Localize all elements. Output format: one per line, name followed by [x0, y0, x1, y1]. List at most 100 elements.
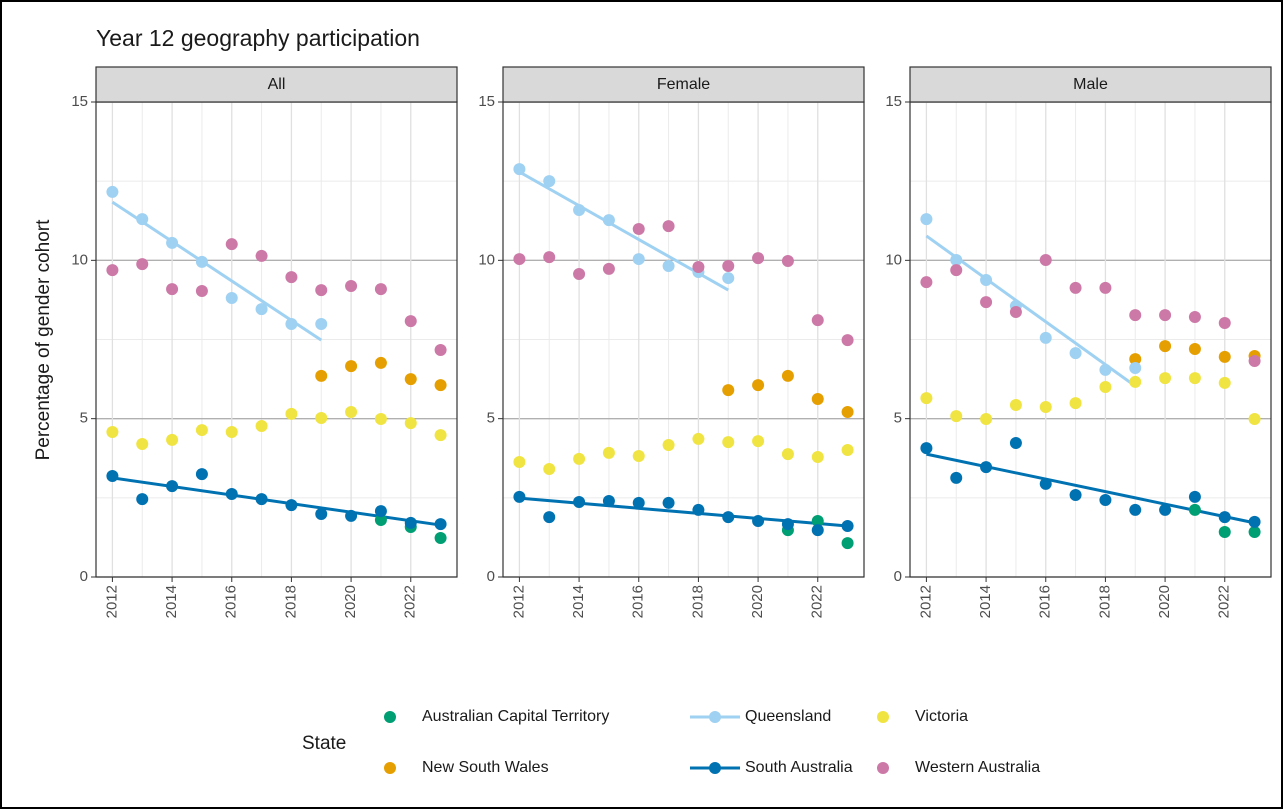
point [404, 315, 417, 328]
legend-title: State [302, 733, 346, 754]
point [841, 520, 854, 533]
point [662, 496, 675, 509]
point [1099, 494, 1112, 507]
point [1248, 515, 1261, 528]
point [811, 514, 824, 527]
point [1218, 350, 1231, 363]
strip [95, 66, 458, 103]
legend-label: Victoria [915, 708, 968, 725]
point [106, 469, 119, 482]
y-tick-label: 0 [80, 568, 88, 585]
legend-label: Australian Capital Territory [422, 708, 609, 725]
point [1129, 362, 1142, 374]
x-tick-label: 2020 [749, 585, 766, 618]
point [434, 518, 447, 531]
point [950, 264, 963, 277]
point [722, 436, 735, 449]
point [1159, 503, 1172, 516]
strip-label: Female [657, 76, 710, 93]
y-tick-label: 5 [80, 410, 88, 427]
point [404, 417, 417, 430]
point [543, 175, 556, 188]
point [980, 296, 993, 309]
point [374, 412, 387, 425]
point [543, 251, 556, 264]
point [1218, 511, 1231, 524]
point [722, 511, 735, 524]
point [811, 393, 824, 406]
y-tick-label: 0 [894, 568, 902, 585]
point [106, 264, 119, 277]
point [1069, 488, 1082, 501]
point [315, 369, 328, 382]
point [692, 260, 705, 273]
point [136, 258, 149, 271]
legend-label: South Australia [745, 759, 853, 776]
point [1129, 375, 1142, 388]
x-tick-label: 2020 [1156, 585, 1173, 618]
point [1009, 305, 1022, 318]
point [225, 238, 238, 251]
point [752, 379, 765, 392]
point [980, 461, 993, 474]
point [920, 392, 933, 405]
point [662, 438, 675, 451]
x-tick-label: 2016 [630, 585, 647, 618]
x-tick-label: 2012 [103, 585, 120, 618]
point [285, 499, 298, 512]
point [195, 255, 208, 268]
point [1248, 526, 1261, 539]
point [1009, 399, 1022, 412]
point [752, 514, 765, 527]
point [602, 495, 615, 507]
point [543, 463, 556, 476]
point [811, 524, 824, 537]
point [781, 369, 794, 382]
point [1218, 526, 1231, 539]
x-tick-label: 2014 [163, 585, 180, 618]
point [1099, 381, 1112, 393]
point [722, 272, 735, 285]
point [573, 452, 586, 465]
point [1159, 372, 1172, 385]
x-tick-label: 2018 [1096, 585, 1113, 618]
point [374, 356, 387, 369]
point [920, 213, 933, 226]
point [255, 493, 268, 506]
point [920, 276, 933, 289]
point [980, 412, 993, 425]
point [632, 253, 645, 266]
point [573, 267, 586, 280]
point [166, 433, 179, 446]
point [225, 488, 238, 501]
point [513, 490, 526, 503]
x-tick-label: 2022 [809, 585, 826, 618]
legend-key [877, 762, 889, 774]
point [841, 406, 854, 419]
point [106, 185, 119, 198]
point [950, 410, 963, 423]
legend-label: Queensland [745, 708, 831, 725]
point [255, 303, 268, 316]
point [136, 493, 149, 506]
y-tick-label: 15 [71, 93, 88, 110]
point [1039, 477, 1052, 490]
legend-label: New South Wales [422, 759, 549, 776]
x-tick-label: 2022 [1216, 585, 1233, 618]
x-tick-label: 2012 [917, 585, 934, 618]
point [166, 236, 179, 249]
point [434, 379, 447, 392]
point [1188, 503, 1201, 516]
legend-key [709, 711, 721, 723]
strip [909, 66, 1272, 103]
point [1159, 340, 1172, 353]
x-tick-label: 2020 [342, 585, 359, 618]
point [434, 532, 447, 545]
point [1129, 503, 1142, 516]
point [1248, 412, 1261, 425]
point [1099, 363, 1112, 376]
point [1039, 400, 1052, 413]
legend-label: Western Australia [915, 759, 1040, 776]
point [662, 220, 675, 233]
